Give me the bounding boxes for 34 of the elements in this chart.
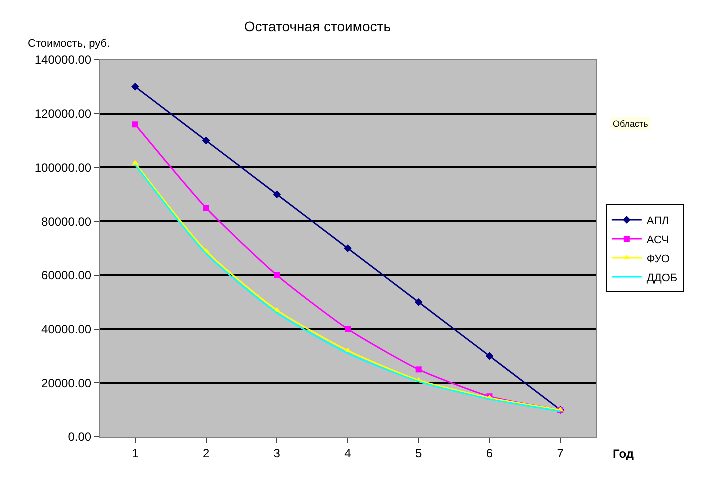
- text: Область: [613, 119, 649, 129]
- point: [345, 326, 351, 332]
- legend-label: ФУО: [646, 253, 670, 266]
- y-tick-label: 140000.00: [34, 53, 92, 68]
- x-tick-label: 5: [416, 446, 423, 460]
- x-tick-label: 7: [557, 446, 564, 460]
- point: [132, 122, 138, 128]
- y-tick-label: 80000.00: [42, 214, 92, 229]
- point: [274, 272, 280, 278]
- point: [202, 136, 210, 145]
- x-tick-label: 6: [486, 446, 494, 460]
- point: [414, 298, 423, 306]
- legend-label: ДДОБ: [646, 272, 678, 284]
- x-axis-title: Год: [613, 447, 634, 461]
- point: [132, 83, 140, 91]
- x-tick-label: 1: [132, 446, 140, 460]
- x-tick-label: 2: [202, 446, 210, 460]
- x-tick-label: 3: [274, 446, 281, 460]
- y-tick-label: 40000.00: [42, 322, 92, 336]
- y-tick-label: 60000.00: [42, 268, 92, 283]
- y-tick-label: 100000.00: [34, 160, 92, 175]
- point: [344, 244, 352, 252]
- y-tick-label: 20000.00: [42, 376, 92, 390]
- y-tick-label: 0.00: [68, 430, 92, 444]
- point: [273, 190, 282, 199]
- point: [416, 366, 422, 373]
- x-tick-label: 4: [344, 446, 352, 460]
- point: [203, 205, 210, 212]
- y-axis-title: Стоимость, руб.: [28, 38, 110, 50]
- chart-title: Остаточная стоимость: [244, 18, 392, 35]
- point: [486, 352, 494, 360]
- legend-label: АСЧ: [646, 234, 669, 246]
- legend-label: АПЛ: [646, 215, 670, 228]
- y-tick-label: 120000.00: [34, 107, 92, 122]
